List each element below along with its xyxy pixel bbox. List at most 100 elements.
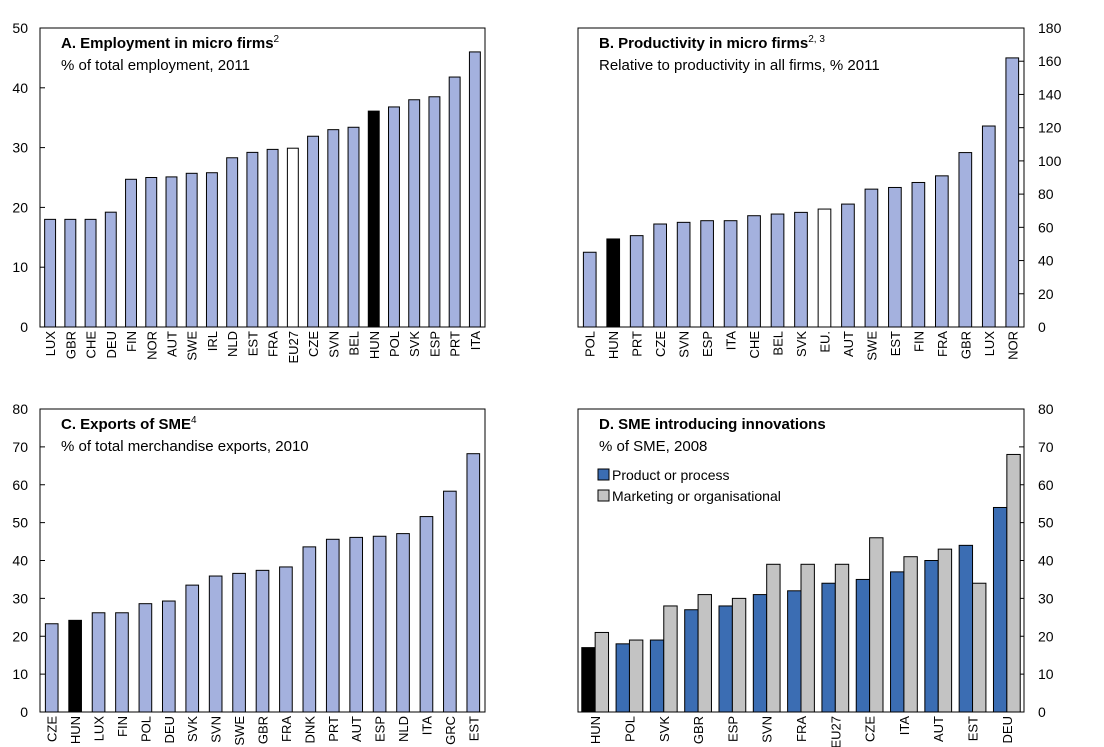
panel-b-bar-esp xyxy=(700,220,714,328)
panel-b-category-label: BEL xyxy=(771,331,786,356)
panel-d-bar-esp-s1 xyxy=(731,597,747,713)
panel-a-bar-esp xyxy=(428,96,441,328)
panel-c-category-label: HUN xyxy=(68,716,83,744)
panel-d-bar-eu27-s0 xyxy=(821,582,836,713)
panel-d-y-tick-label: 60 xyxy=(1038,477,1054,493)
panel-b-bar-cze xyxy=(653,223,668,328)
panel-a-category-label: EU27 xyxy=(286,331,301,364)
panel-d-bar-eu27-s1 xyxy=(834,563,850,713)
panel-d-bar-hun-s1 xyxy=(594,631,610,713)
panel-c-bar-svn xyxy=(208,575,223,713)
panel-a-category-label: BEL xyxy=(347,331,362,356)
panel-c-title: C. Exports of SME4 xyxy=(61,415,197,433)
panel-c-bar-cze xyxy=(44,623,59,713)
panel-d-title-text: D. SME introducing innovations xyxy=(599,416,826,433)
panel-d-category-label: EU27 xyxy=(828,716,843,747)
panel-c-bar-fra xyxy=(279,566,293,713)
panel-a-y-tick-label: 20 xyxy=(12,199,28,215)
panel-c-category-label: DEU xyxy=(162,716,177,743)
panel-b-bar-che xyxy=(747,215,761,328)
panel-c-bar-esp xyxy=(372,535,387,713)
panel-d-category-label: GBR xyxy=(691,716,706,744)
panel-b-y-tick-label: 120 xyxy=(1038,120,1062,136)
panel-b-y-tick-label: 160 xyxy=(1038,53,1062,69)
panel-d-bar-gbr-s1 xyxy=(697,594,712,713)
panel-a-category-label: FRA xyxy=(266,331,281,357)
panel-d-bar-ita-s1 xyxy=(903,556,918,713)
panel-d-category-label: EST xyxy=(966,716,981,741)
panel-b-category-label: FIN xyxy=(911,331,926,352)
panel-d-y-tick-label: 0 xyxy=(1038,704,1046,720)
panel-c-category-label: SVK xyxy=(185,716,200,742)
panel-d-bar-gbr-s0 xyxy=(684,609,699,713)
panel-d-bar-svn-s0 xyxy=(752,594,768,713)
panel-d-category-label: ITA xyxy=(897,716,912,736)
panel-d-bar-svk-s1 xyxy=(663,605,678,713)
panel-d-bar-hun-s0 xyxy=(581,647,596,713)
panel-c-bar-swe xyxy=(232,572,246,713)
panel-d-category-label: POL xyxy=(622,716,637,742)
panel-d-y-tick-label: 20 xyxy=(1038,628,1054,644)
panel-b-bar-hun xyxy=(606,238,621,328)
panel-d-bar-est-s0 xyxy=(958,544,974,713)
panel-b-category-label: ESP xyxy=(700,331,715,357)
panel-c-y-tick-label: 60 xyxy=(12,477,28,493)
panel-d-bar-svn-s1 xyxy=(766,563,781,713)
panel-b-y-tick-label: 100 xyxy=(1038,153,1062,169)
panel-c-bar-lux xyxy=(91,612,106,713)
panel-d-bar-deu-s0 xyxy=(992,506,1008,713)
panel-a-bar-swe xyxy=(185,172,198,328)
panel-c-category-label: FRA xyxy=(279,716,294,742)
panel-b-bar-swe xyxy=(864,188,879,328)
panel-d-category-label: CZE xyxy=(863,716,878,742)
panel-d-legend-label: Product or process xyxy=(612,467,730,483)
panel-b-category-label: NOR xyxy=(1005,331,1020,360)
panel-a-bar-che xyxy=(84,218,97,328)
panel-d-innovations: 0 10 20 30 40 50 60 70 80 HUN POL SVK GBR ESP SVN FRA EU… xyxy=(577,401,1054,747)
panel-b-bar-nor xyxy=(1005,57,1020,328)
panel-c-category-label: CZE xyxy=(45,716,60,742)
panel-a-category-label: NOR xyxy=(144,331,159,360)
panel-a-bar-eu27 xyxy=(286,147,299,328)
panel-c-category-label: GRC xyxy=(443,716,458,745)
panel-b-category-label: EU. xyxy=(817,331,832,353)
panel-b-y-tick-label: 80 xyxy=(1038,186,1054,202)
panel-b-bar-aut xyxy=(841,203,855,328)
panel-b-category-label: SVN xyxy=(677,331,692,358)
panel-d-bar-fra-s1 xyxy=(800,563,815,713)
panel-a-y-tick-label: 30 xyxy=(12,140,28,156)
panel-b-category-label: SWE xyxy=(864,331,879,361)
panel-d-category-label: SVN xyxy=(760,716,775,743)
panel-c-bar-pol xyxy=(138,603,153,713)
panel-c-category-label: AUT xyxy=(349,716,364,742)
panel-a-bar-lux xyxy=(44,218,57,328)
panel-c-exports: 0 10 20 30 40 50 60 70 80 CZE HUN LUX FIN POL DEU SVK SV… xyxy=(12,401,486,746)
panel-b-y-tick-label: 60 xyxy=(1038,219,1054,235)
panel-c-bar-deu xyxy=(161,600,176,713)
panel-c-category-label: DNK xyxy=(302,716,317,744)
panel-b-subtitle: Relative to productivity in all firms, %… xyxy=(599,57,880,74)
panel-c-y-tick-label: 0 xyxy=(20,704,28,720)
panel-d-bar-svk-s0 xyxy=(649,639,665,713)
panel-b-title: B. Productivity in micro firms2, 3 xyxy=(599,34,825,52)
panel-d-y-tick-label: 30 xyxy=(1038,590,1054,606)
panel-a-category-label: NLD xyxy=(225,331,240,357)
panel-a-title-footnote: 2 xyxy=(274,34,280,45)
panel-a-category-label: SVK xyxy=(407,331,422,357)
panel-c-y-tick-label: 80 xyxy=(12,401,28,417)
panel-a-category-label: GBR xyxy=(63,331,78,359)
panel-b-title-footnote: 2, 3 xyxy=(808,34,825,45)
panel-d-category-label: FRA xyxy=(794,716,809,742)
panel-a-employment: 0 10 20 30 40 50 LUX GBR CHE DEU FIN NOR AUT SWE IRL NL… xyxy=(12,20,486,364)
panel-d-legend-swatch xyxy=(597,468,610,481)
panel-d-bar-aut-s1 xyxy=(937,548,953,713)
panel-a-title: A. Employment in micro firms2 xyxy=(61,34,280,52)
panel-a-bar-irl xyxy=(205,172,218,328)
panel-a-bar-gbr xyxy=(64,218,77,328)
panel-c-category-label: LUX xyxy=(92,716,107,742)
panel-b-bar-lux xyxy=(981,125,996,328)
panel-d-y-tick-label: 10 xyxy=(1038,666,1054,682)
panel-a-bar-aut xyxy=(165,176,178,328)
panel-a-bar-cze xyxy=(307,135,320,328)
panel-d-category-label: ESP xyxy=(725,716,740,742)
